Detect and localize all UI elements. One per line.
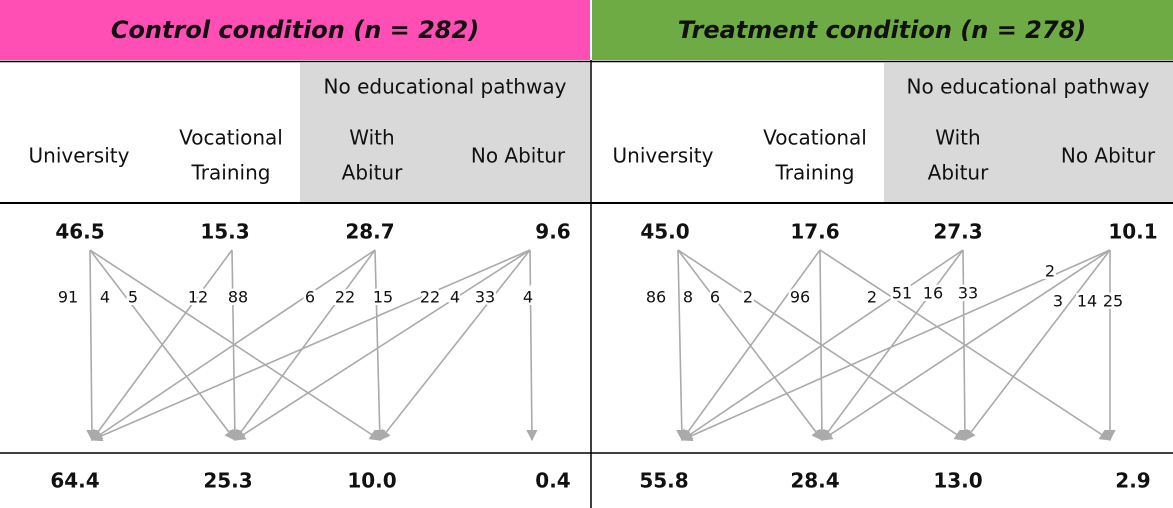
column-header: Abitur — [342, 161, 403, 185]
column-header: With — [349, 126, 394, 150]
flow-label: 22 — [335, 288, 355, 307]
top-value: 9.6 — [535, 220, 570, 244]
bottom-value: 64.4 — [50, 469, 99, 493]
flow-label: 4 — [450, 288, 460, 307]
bottom-value: 55.8 — [639, 469, 688, 493]
group-label: No educational pathway — [324, 75, 567, 99]
flow-label: 16 — [923, 284, 943, 303]
panel-title: Control condition (n = 282) — [111, 16, 479, 44]
flow-label: 8 — [683, 288, 693, 307]
bottom-value: 13.0 — [933, 469, 982, 493]
flow-label: 86 — [646, 288, 666, 307]
column-header: No Abitur — [1061, 144, 1156, 168]
flow-label: 15 — [373, 288, 393, 307]
flow-label: 2 — [1045, 262, 1055, 281]
bottom-value: 25.3 — [203, 469, 252, 493]
flow-arrow — [379, 249, 531, 441]
flow-arrow — [677, 249, 823, 441]
bottom-value: 10.0 — [347, 469, 396, 493]
flow-label: 6 — [710, 288, 720, 307]
flow-label: 96 — [790, 288, 810, 307]
flow-arrow — [959, 249, 971, 442]
top-value: 15.3 — [200, 220, 249, 244]
flow-label: 33 — [958, 284, 978, 303]
column-header: Training — [191, 161, 271, 185]
column-header: Training — [775, 161, 855, 185]
flow-arrow — [676, 249, 688, 442]
group-label: No educational pathway — [907, 75, 1150, 99]
column-header: Abitur — [928, 161, 989, 185]
flow-label: 91 — [58, 288, 78, 307]
group-band — [884, 63, 1173, 202]
flow-arrow — [86, 249, 98, 442]
top-value: 10.1 — [1108, 220, 1157, 244]
bottom-value: 28.4 — [790, 469, 839, 493]
flow-arrow — [680, 249, 1111, 442]
column-header: No Abitur — [471, 144, 566, 168]
column-header: University — [29, 144, 130, 168]
flow-arrow — [964, 249, 1111, 441]
top-value: 28.7 — [345, 220, 394, 244]
column-header: Vocational — [763, 126, 867, 150]
flow-label: 33 — [475, 288, 495, 307]
flow-label: 25 — [1103, 292, 1123, 311]
flow-arrow — [91, 249, 233, 441]
flow-arrow — [816, 249, 828, 442]
flow-arrow — [821, 249, 964, 441]
flow-label: 88 — [228, 288, 248, 307]
flow-label: 2 — [743, 288, 753, 307]
flow-arrow — [234, 249, 531, 441]
panel-title: Treatment condition (n = 278) — [678, 16, 1087, 44]
flow-label: 4 — [523, 288, 533, 307]
control-header — [0, 0, 590, 60]
column-header: Vocational — [179, 126, 283, 150]
flow-label: 4 — [100, 288, 110, 307]
column-header: University — [613, 144, 714, 168]
bottom-value: 0.4 — [535, 469, 570, 493]
flow-arrow — [90, 249, 531, 442]
group-band — [300, 63, 590, 202]
flow-arrow — [681, 249, 821, 441]
top-value: 17.6 — [790, 220, 839, 244]
flow-label: 14 — [1077, 292, 1097, 311]
top-value: 46.5 — [55, 220, 104, 244]
flow-label: 6 — [305, 288, 315, 307]
flow-arrow — [821, 249, 1111, 441]
bottom-value: 2.9 — [1115, 469, 1150, 493]
top-value: 45.0 — [640, 220, 689, 244]
top-value: 27.3 — [933, 220, 982, 244]
flow-label: 22 — [420, 288, 440, 307]
flow-label: 5 — [128, 288, 138, 307]
flow-arrow — [91, 249, 376, 441]
treatment-header — [592, 0, 1173, 60]
flow-arrow — [374, 249, 386, 442]
column-header: With — [935, 126, 980, 150]
flow-label: 2 — [867, 288, 877, 307]
flow-arrow — [234, 249, 376, 441]
flow-label: 12 — [188, 288, 208, 307]
flow-arrow — [681, 249, 964, 441]
flow-label: 3 — [1053, 292, 1063, 311]
flow-arrow — [89, 249, 381, 441]
flow-label: 51 — [892, 284, 912, 303]
flow-arrow — [526, 249, 538, 442]
